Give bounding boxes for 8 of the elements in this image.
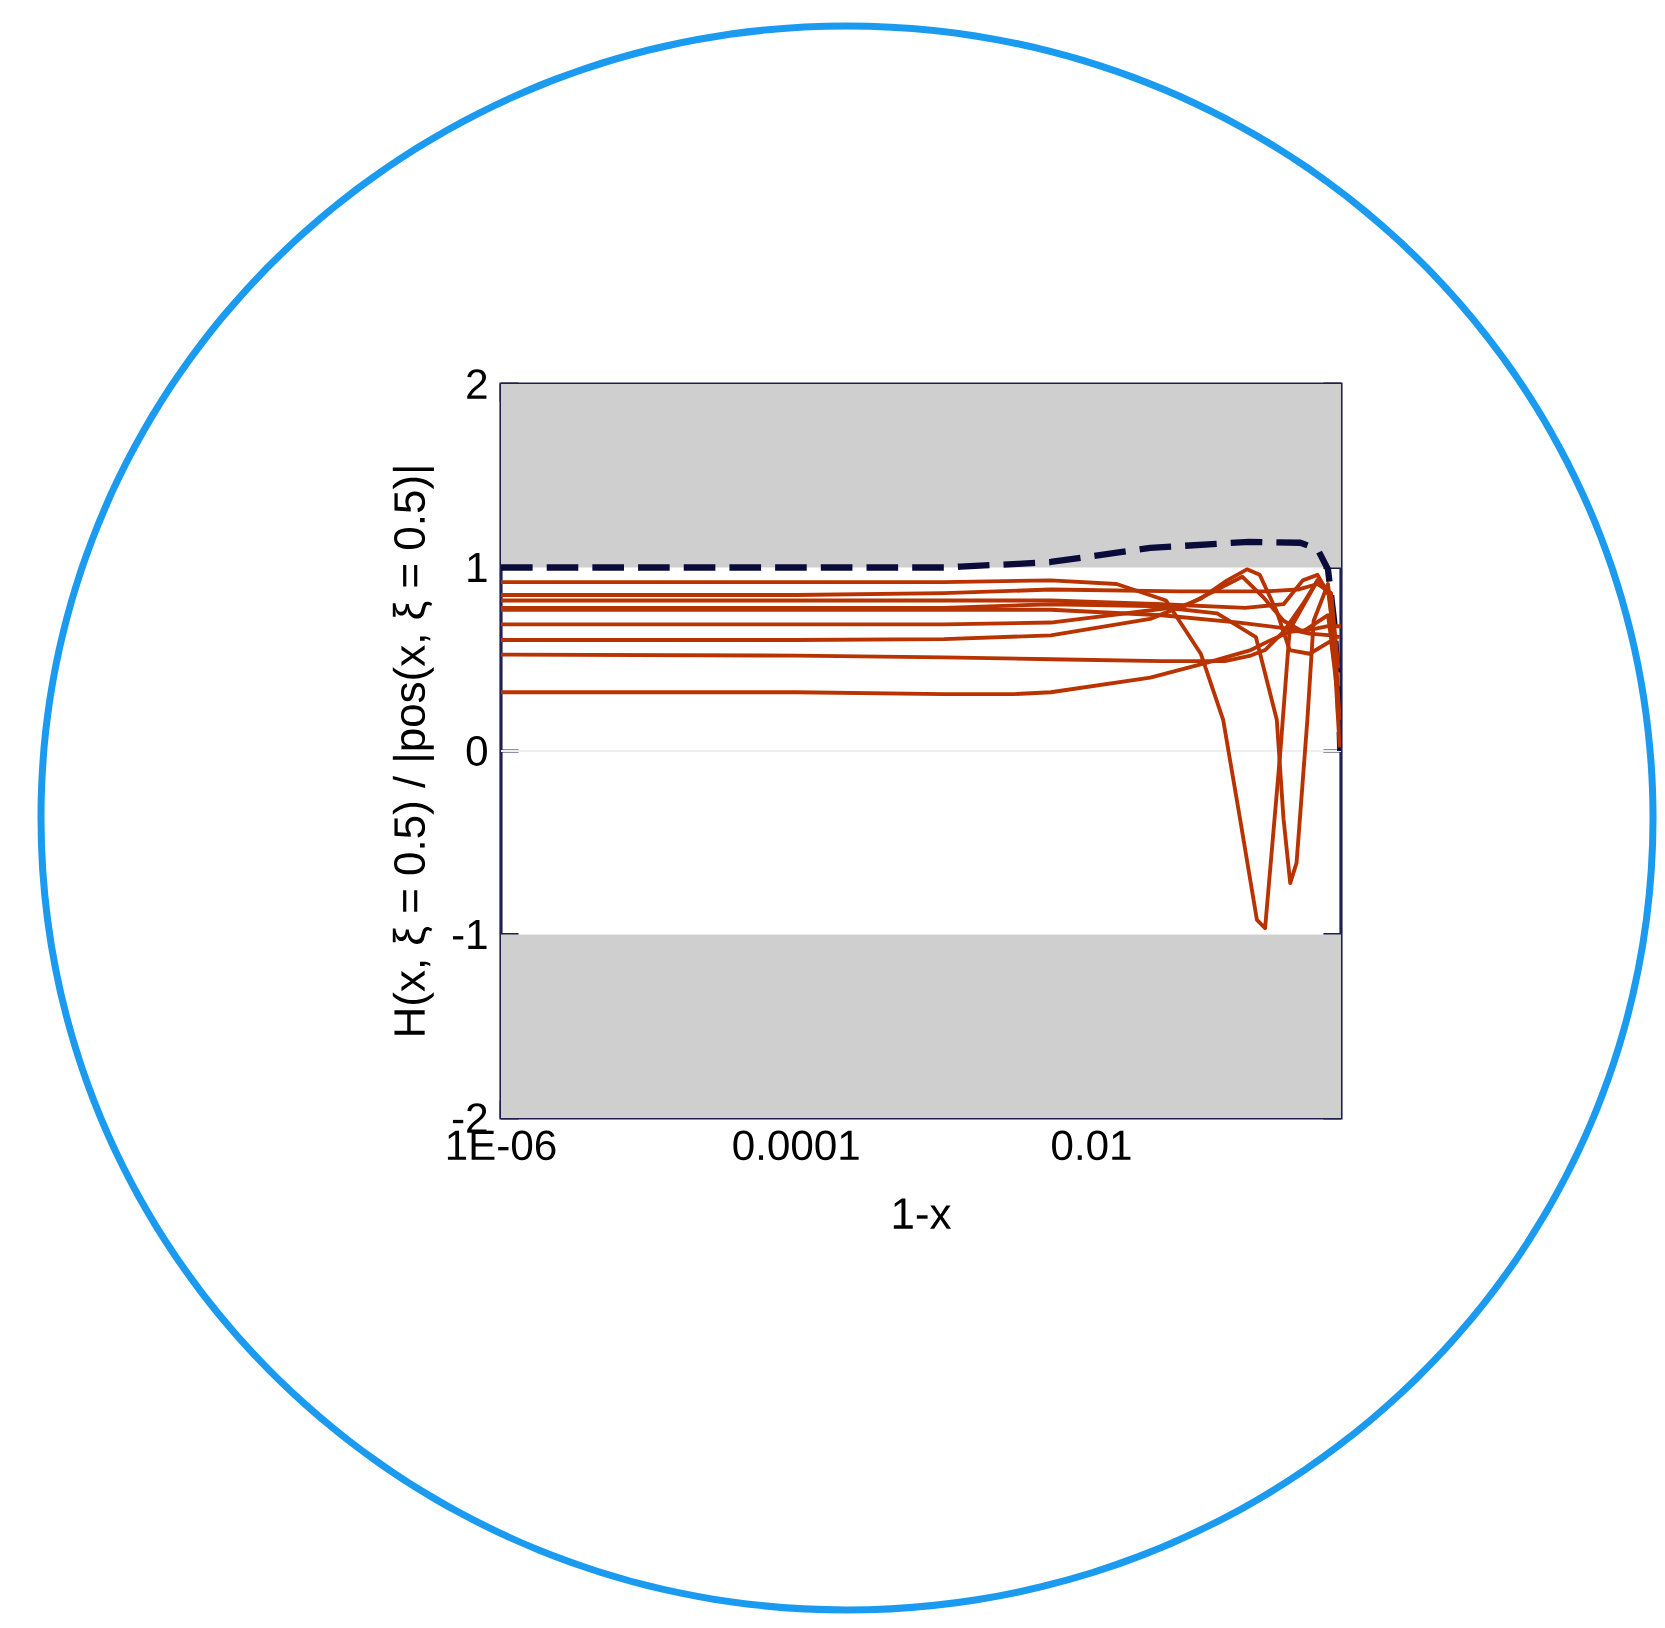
x-tick-label: 0.0001 (733, 1130, 859, 1161)
y-axis-title: H(x, ξ = 0.5) / |pos(x, ξ = 0.5)| (392, 467, 434, 1035)
y-tick-label: 0 (466, 736, 487, 766)
y-tick-label: 2 (467, 369, 487, 399)
y-tick-label: -1 (452, 920, 487, 949)
x-axis-title: 1-x (893, 1198, 952, 1229)
y-tick-label: 1 (468, 553, 487, 582)
x-tick-label: 0.01 (1052, 1130, 1131, 1161)
